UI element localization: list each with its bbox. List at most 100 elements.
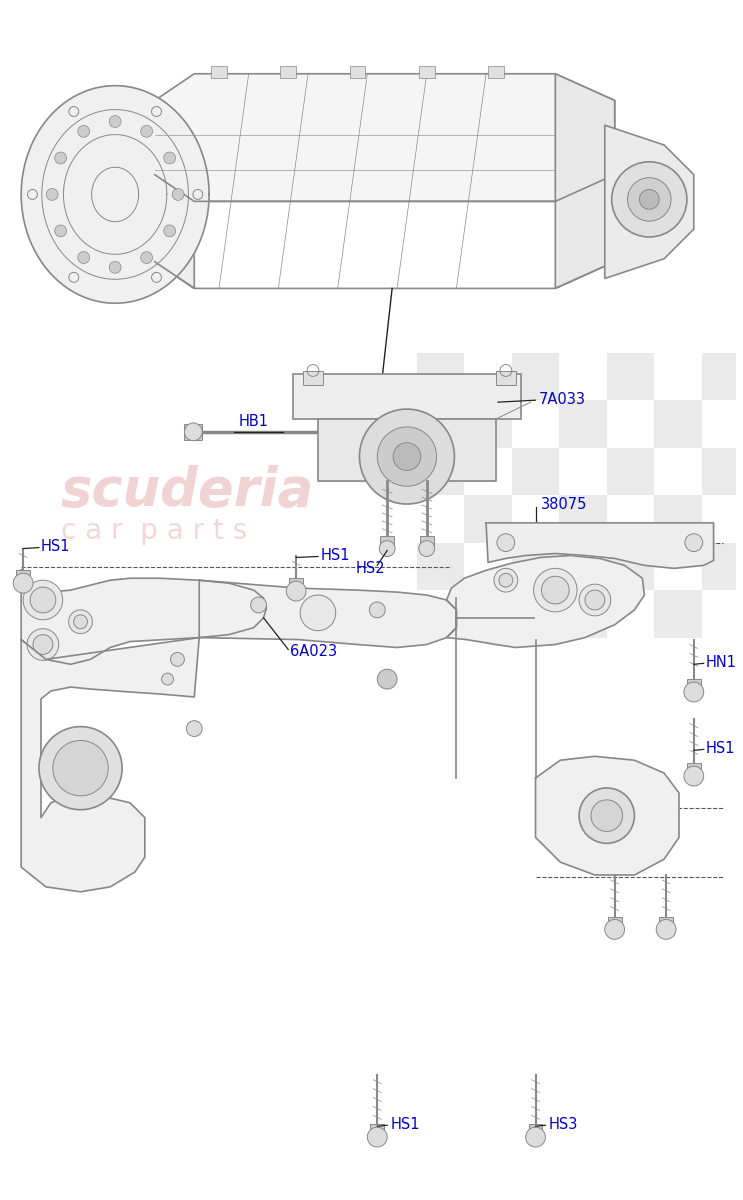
Circle shape [525,1127,545,1147]
Circle shape [78,125,90,137]
Bar [655,496,701,542]
Circle shape [499,574,513,587]
Text: 6A023: 6A023 [291,644,337,659]
Circle shape [585,590,605,610]
Circle shape [163,224,175,236]
Bar [417,542,464,590]
Polygon shape [199,581,456,648]
Bar [687,679,701,689]
Bar [607,448,655,496]
Circle shape [109,262,121,274]
Circle shape [184,422,202,440]
Bar [607,353,655,400]
Text: c a r  p a r t s: c a r p a r t s [61,517,247,545]
Bar [659,917,673,926]
Bar [559,400,607,448]
Bar [16,570,30,581]
Text: scuderia: scuderia [61,466,314,517]
Bar [280,66,296,78]
Circle shape [250,598,267,613]
Bar [464,496,512,542]
Circle shape [684,766,704,786]
Bar [512,542,559,590]
Circle shape [579,584,611,616]
Polygon shape [21,637,199,892]
Polygon shape [555,73,614,288]
Circle shape [74,614,88,629]
Bar [701,448,743,496]
Circle shape [497,534,515,552]
Polygon shape [447,556,644,648]
Polygon shape [155,175,194,288]
Circle shape [377,427,437,486]
Circle shape [656,919,676,940]
Bar [349,66,366,78]
Circle shape [140,252,152,264]
Text: HS1: HS1 [390,1117,420,1132]
Bar [655,590,701,637]
Bar [488,66,504,78]
Polygon shape [536,756,679,875]
Circle shape [685,534,703,552]
Polygon shape [22,85,209,304]
Circle shape [640,190,659,209]
Bar [607,542,655,590]
Circle shape [162,673,174,685]
Bar [559,590,607,637]
Circle shape [286,581,306,601]
Polygon shape [155,73,614,202]
Bar [464,400,512,448]
Bar [184,424,202,439]
Circle shape [591,800,623,832]
Bar [655,400,701,448]
Text: 38075: 38075 [540,497,587,511]
Circle shape [377,670,397,689]
Circle shape [628,178,671,221]
Circle shape [579,788,635,844]
Circle shape [360,409,455,504]
Text: 7A033: 7A033 [539,391,585,407]
Polygon shape [318,419,496,481]
Circle shape [542,576,569,604]
Circle shape [46,188,58,200]
Circle shape [684,682,704,702]
Bar [512,448,559,496]
Bar [417,448,464,496]
Circle shape [23,581,62,619]
Bar [512,353,559,400]
Bar [419,66,435,78]
Bar [687,763,701,773]
Polygon shape [486,523,713,569]
Circle shape [140,125,152,137]
Circle shape [300,595,336,631]
Bar [303,371,323,385]
Text: HS3: HS3 [548,1117,578,1132]
Circle shape [494,569,518,592]
Bar [464,590,512,637]
Circle shape [369,602,385,618]
Bar [701,353,743,400]
Text: HB1: HB1 [239,414,269,430]
Circle shape [393,443,421,470]
Text: HN1: HN1 [706,655,736,670]
Circle shape [186,721,202,737]
Bar [380,535,394,546]
Circle shape [533,569,577,612]
Circle shape [611,162,687,236]
Bar [420,535,434,546]
Bar [559,496,607,542]
Circle shape [172,188,184,200]
Circle shape [419,541,435,557]
Polygon shape [21,570,267,665]
Circle shape [78,252,90,264]
Circle shape [171,653,184,666]
Circle shape [30,587,56,613]
Bar [211,66,227,78]
Text: HS2: HS2 [355,560,385,576]
Text: HS1: HS1 [706,740,735,756]
Bar [528,1124,542,1134]
Bar [701,542,743,590]
Bar [496,371,516,385]
Circle shape [39,727,122,810]
Text: HS1: HS1 [41,539,71,554]
